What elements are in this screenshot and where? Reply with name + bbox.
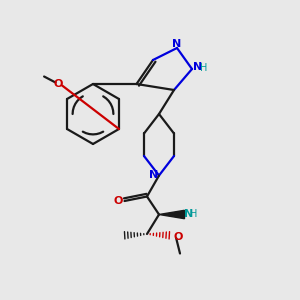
Polygon shape [159,210,184,219]
Text: H: H [200,63,207,73]
Text: O: O [54,79,63,89]
Text: H: H [190,209,197,219]
Text: N: N [172,39,182,50]
Text: N: N [194,62,202,73]
Text: N: N [149,170,158,181]
Text: O: O [114,196,123,206]
Text: N: N [184,208,194,219]
Text: O: O [173,232,183,242]
